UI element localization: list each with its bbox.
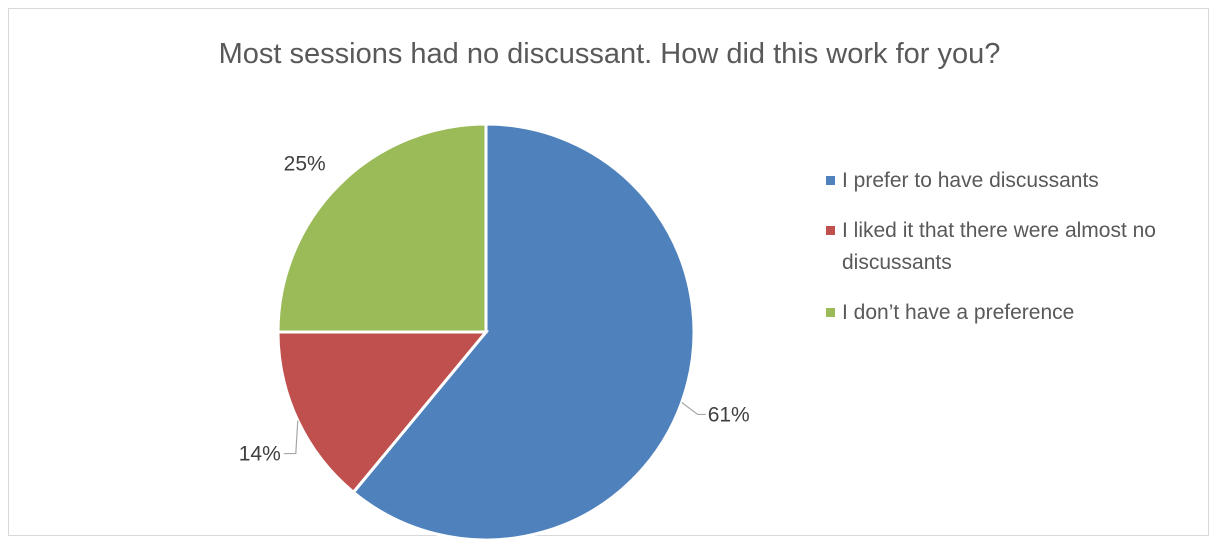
slice-prefer-discussants [351, 122, 696, 542]
leader-line-liked-no-discussants [283, 420, 299, 455]
data-label-liked-no-discussants: 14% [239, 443, 281, 466]
legend-label: I prefer to have discussants [842, 169, 1099, 192]
chart-title: Most sessions had no discussant. How did… [218, 38, 1001, 70]
legend: I prefer to have discussants I liked it … [826, 165, 1216, 347]
legend-label: I don’t have a preference [842, 301, 1075, 324]
legend-swatch [826, 308, 835, 317]
leader-line-prefer-discussants [681, 401, 706, 416]
legend-label: I liked it that there were almost no dis… [842, 219, 1156, 274]
data-label-prefer-discussants: 61% [708, 403, 750, 426]
slice-no-preference [276, 122, 488, 334]
legend-swatch [826, 226, 835, 235]
legend-swatch [826, 176, 835, 185]
legend-item-no-preference: I don’t have a preference [826, 297, 1216, 329]
data-label-no-preference: 25% [284, 153, 326, 176]
legend-item-prefer-discussants: I prefer to have discussants [826, 165, 1216, 197]
legend-item-liked-no-discussants: I liked it that there were almost no dis… [826, 215, 1216, 279]
